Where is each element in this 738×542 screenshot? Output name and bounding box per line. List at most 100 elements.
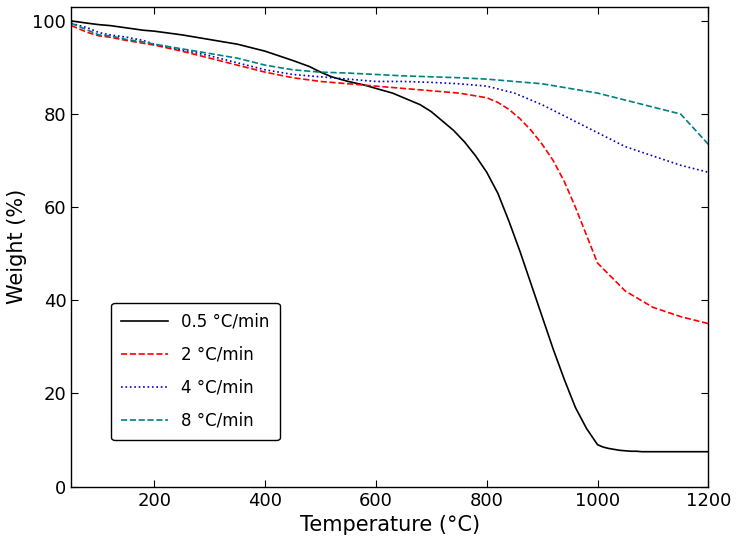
8 °C/min bbox=[344, 70, 353, 76]
4 °C/min bbox=[704, 169, 713, 176]
2 °C/min bbox=[83, 29, 92, 36]
0.5 °C/min bbox=[516, 248, 525, 255]
0.5 °C/min bbox=[449, 127, 458, 134]
2 °C/min bbox=[178, 48, 187, 54]
0.5 °C/min bbox=[621, 448, 630, 454]
2 °C/min bbox=[427, 87, 435, 94]
4 °C/min bbox=[289, 71, 297, 78]
2 °C/min bbox=[538, 141, 547, 147]
4 °C/min bbox=[106, 31, 114, 38]
4 °C/min bbox=[371, 78, 380, 85]
8 °C/min bbox=[139, 38, 148, 45]
8 °C/min bbox=[621, 97, 630, 104]
2 °C/min bbox=[516, 115, 525, 122]
8 °C/min bbox=[704, 141, 713, 147]
0.5 °C/min bbox=[472, 153, 480, 159]
2 °C/min bbox=[649, 304, 658, 311]
2 °C/min bbox=[527, 127, 536, 134]
8 °C/min bbox=[150, 41, 159, 48]
0.5 °C/min bbox=[415, 101, 424, 108]
0.5 °C/min bbox=[593, 442, 602, 448]
0.5 °C/min bbox=[538, 313, 547, 320]
0.5 °C/min bbox=[676, 448, 685, 455]
2 °C/min bbox=[505, 106, 514, 113]
8 °C/min bbox=[316, 69, 325, 75]
2 °C/min bbox=[123, 37, 131, 44]
4 °C/min bbox=[676, 162, 685, 169]
4 °C/min bbox=[94, 29, 103, 36]
8 °C/min bbox=[233, 55, 242, 61]
0.5 °C/min bbox=[494, 190, 503, 197]
0.5 °C/min bbox=[205, 36, 214, 43]
4 °C/min bbox=[510, 90, 519, 96]
0.5 °C/min bbox=[704, 448, 713, 455]
0.5 °C/min bbox=[178, 31, 187, 38]
0.5 °C/min bbox=[360, 82, 369, 88]
0.5 °C/min bbox=[67, 18, 76, 24]
Line: 8 °C/min: 8 °C/min bbox=[72, 23, 708, 144]
2 °C/min bbox=[621, 288, 630, 294]
0.5 °C/min bbox=[615, 447, 624, 454]
2 °C/min bbox=[289, 74, 297, 81]
0.5 °C/min bbox=[150, 28, 159, 34]
4 °C/min bbox=[565, 115, 574, 122]
0.5 °C/min bbox=[371, 85, 380, 92]
2 °C/min bbox=[261, 69, 269, 75]
2 °C/min bbox=[67, 22, 76, 29]
0.5 °C/min bbox=[261, 48, 269, 54]
0.5 °C/min bbox=[649, 448, 658, 455]
0.5 °C/min bbox=[83, 20, 92, 27]
0.5 °C/min bbox=[461, 139, 469, 145]
4 °C/min bbox=[593, 130, 602, 136]
2 °C/min bbox=[94, 33, 103, 39]
0.5 °C/min bbox=[527, 281, 536, 287]
Line: 2 °C/min: 2 °C/min bbox=[72, 25, 708, 324]
Legend: 0.5 °C/min, 2 °C/min, 4 °C/min, 8 °C/min: 0.5 °C/min, 2 °C/min, 4 °C/min, 8 °C/min bbox=[111, 303, 280, 440]
4 °C/min bbox=[316, 74, 325, 80]
0.5 °C/min bbox=[632, 448, 641, 455]
8 °C/min bbox=[205, 50, 214, 57]
Line: 0.5 °C/min: 0.5 °C/min bbox=[72, 21, 708, 451]
8 °C/min bbox=[399, 73, 408, 79]
2 °C/min bbox=[483, 94, 492, 101]
4 °C/min bbox=[178, 47, 187, 53]
4 °C/min bbox=[261, 67, 269, 73]
2 °C/min bbox=[150, 42, 159, 48]
0.5 °C/min bbox=[233, 41, 242, 48]
8 °C/min bbox=[593, 90, 602, 96]
0.5 °C/min bbox=[289, 57, 297, 64]
0.5 °C/min bbox=[638, 448, 646, 455]
0.5 °C/min bbox=[610, 446, 618, 453]
0.5 °C/min bbox=[316, 69, 325, 75]
8 °C/min bbox=[261, 62, 269, 68]
0.5 °C/min bbox=[399, 94, 408, 101]
0.5 °C/min bbox=[427, 108, 435, 115]
0.5 °C/min bbox=[582, 425, 591, 431]
0.5 °C/min bbox=[344, 78, 353, 85]
2 °C/min bbox=[494, 99, 503, 106]
8 °C/min bbox=[178, 46, 187, 52]
8 °C/min bbox=[649, 104, 658, 111]
4 °C/min bbox=[344, 76, 353, 82]
2 °C/min bbox=[205, 55, 214, 61]
2 °C/min bbox=[455, 90, 463, 96]
8 °C/min bbox=[538, 81, 547, 87]
2 °C/min bbox=[106, 34, 114, 41]
2 °C/min bbox=[316, 78, 325, 85]
0.5 °C/min bbox=[599, 444, 607, 450]
4 °C/min bbox=[83, 24, 92, 31]
0.5 °C/min bbox=[123, 24, 131, 31]
4 °C/min bbox=[538, 101, 547, 108]
8 °C/min bbox=[455, 74, 463, 81]
2 °C/min bbox=[344, 81, 353, 87]
4 °C/min bbox=[483, 83, 492, 89]
2 °C/min bbox=[704, 320, 713, 327]
2 °C/min bbox=[233, 62, 242, 68]
0.5 °C/min bbox=[627, 448, 635, 455]
2 °C/min bbox=[139, 40, 148, 47]
4 °C/min bbox=[649, 153, 658, 159]
0.5 °C/min bbox=[560, 376, 569, 383]
2 °C/min bbox=[582, 232, 591, 238]
4 °C/min bbox=[427, 79, 435, 86]
0.5 °C/min bbox=[571, 404, 580, 411]
